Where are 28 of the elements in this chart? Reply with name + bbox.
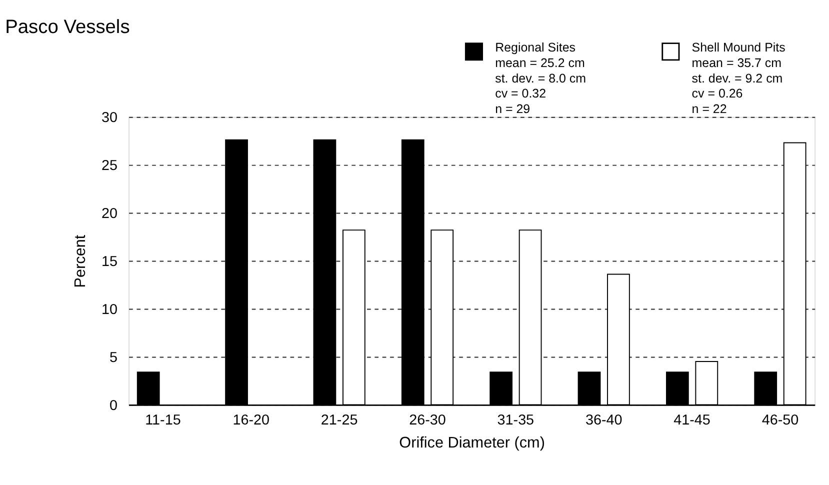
x-tick-label: 26-30 (409, 412, 446, 428)
text: mean = 35.7 cm (692, 56, 782, 70)
text: n = 22 (692, 102, 727, 116)
y-tick-label: 5 (110, 350, 118, 366)
y-tick-label: 20 (102, 206, 118, 222)
x-axis-title: Orifice Diameter (cm) (399, 434, 545, 452)
y-tick-label: 15 (102, 254, 118, 270)
y-tick-label: 10 (102, 302, 118, 318)
x-tick-label: 41-45 (674, 412, 710, 428)
x-tick-label: 36-40 (585, 412, 622, 428)
x-tick-label: 21-25 (320, 412, 358, 428)
text: st. dev. = 8.0 cm (495, 71, 586, 86)
y-axis-title: Percent (72, 234, 90, 288)
text: cv = 0.26 (692, 86, 743, 101)
x-tick-label: 11-15 (145, 412, 181, 428)
y-tick-label: 0 (110, 398, 118, 414)
chart-title: Pasco Vessels (5, 16, 130, 38)
x-tick-label: 46-50 (762, 412, 799, 428)
legend-label: Shell Mound Pits (692, 40, 786, 55)
x-tick-label: 31-35 (497, 412, 534, 428)
y-tick-label: 30 (102, 110, 118, 126)
legend-label: Regional Sites (495, 40, 576, 55)
y-tick-label: 25 (102, 158, 118, 174)
x-tick-label: 16-20 (232, 412, 270, 428)
text: mean = 25.2 cm (495, 56, 585, 70)
text: n = 29 (495, 102, 530, 116)
text: st. dev. = 9.2 cm (692, 71, 783, 86)
text: cv = 0.32 (495, 86, 546, 101)
